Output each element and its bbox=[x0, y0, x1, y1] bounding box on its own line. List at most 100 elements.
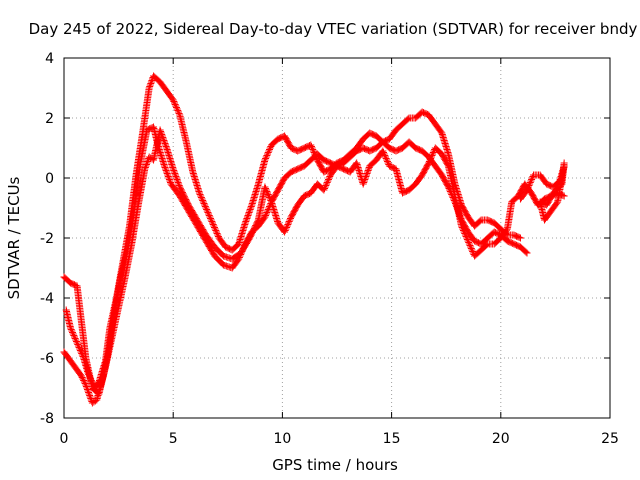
data-point bbox=[383, 156, 391, 164]
data-point bbox=[81, 380, 89, 387]
data-point bbox=[463, 236, 471, 243]
data-point bbox=[384, 159, 392, 167]
data-point bbox=[157, 128, 165, 135]
data-point bbox=[86, 393, 94, 401]
data-point bbox=[164, 171, 172, 179]
data-point bbox=[427, 155, 435, 162]
data-point bbox=[172, 104, 180, 111]
data-point bbox=[171, 170, 179, 177]
data-point bbox=[264, 207, 272, 215]
data-point bbox=[212, 228, 220, 236]
data-point bbox=[247, 203, 255, 210]
data-point bbox=[459, 227, 467, 234]
x-tick-label: 10 bbox=[273, 431, 291, 447]
data-point bbox=[85, 389, 93, 396]
data-point bbox=[425, 158, 433, 165]
data-points bbox=[60, 72, 568, 407]
data-point bbox=[206, 213, 214, 221]
data-point bbox=[464, 237, 472, 245]
data-point bbox=[244, 212, 252, 219]
data-point bbox=[426, 156, 434, 164]
data-point bbox=[528, 174, 536, 182]
data-point bbox=[70, 332, 78, 339]
data-point bbox=[174, 177, 182, 185]
data-point bbox=[359, 180, 367, 188]
data-point bbox=[262, 185, 270, 192]
data-point bbox=[158, 132, 166, 140]
y-axis-label: SDTVAR / TECUs bbox=[5, 176, 23, 299]
data-point bbox=[461, 230, 469, 237]
data-point bbox=[465, 240, 473, 248]
data-point bbox=[160, 138, 168, 146]
data-point bbox=[175, 180, 183, 188]
series-track-d bbox=[516, 159, 568, 224]
y-tick-label: -6 bbox=[40, 351, 54, 367]
data-point bbox=[144, 158, 152, 165]
data-point bbox=[522, 248, 530, 256]
data-point bbox=[284, 221, 292, 228]
data-point bbox=[286, 216, 294, 224]
data-point bbox=[71, 335, 79, 342]
data-point bbox=[360, 179, 368, 186]
data-point bbox=[365, 165, 373, 173]
data-point bbox=[245, 209, 253, 216]
data-point bbox=[283, 224, 291, 231]
data-point bbox=[163, 168, 171, 176]
data-point bbox=[162, 141, 170, 149]
data-point bbox=[199, 197, 207, 204]
data-point bbox=[160, 137, 168, 144]
data-point bbox=[141, 164, 149, 171]
data-point bbox=[79, 375, 87, 383]
data-point bbox=[323, 179, 331, 186]
data-point bbox=[175, 182, 183, 189]
data-point bbox=[165, 176, 173, 183]
data-point bbox=[207, 216, 215, 224]
data-point bbox=[161, 164, 169, 171]
data-point bbox=[364, 167, 372, 174]
data-point bbox=[241, 219, 249, 227]
data-point bbox=[265, 192, 273, 200]
data-point bbox=[360, 177, 368, 185]
y-tick-label: 2 bbox=[45, 111, 54, 127]
data-point bbox=[197, 194, 205, 201]
data-point bbox=[247, 204, 255, 212]
data-point bbox=[142, 161, 150, 168]
data-point bbox=[325, 174, 333, 182]
data-point bbox=[169, 96, 177, 104]
data-point bbox=[267, 197, 275, 204]
data-point bbox=[282, 225, 290, 233]
data-point bbox=[523, 186, 531, 194]
data-point bbox=[516, 234, 524, 242]
data-point bbox=[146, 83, 154, 90]
data-point bbox=[264, 191, 272, 198]
data-point bbox=[461, 231, 469, 239]
data-point bbox=[309, 146, 317, 153]
data-point bbox=[321, 185, 329, 192]
x-axis-ticks: 0 5 10 15 20 25 bbox=[60, 58, 619, 447]
data-point bbox=[263, 188, 271, 195]
data-point bbox=[266, 194, 274, 201]
data-point bbox=[85, 390, 93, 398]
data-point bbox=[69, 330, 77, 338]
data-point bbox=[199, 198, 207, 206]
data-point bbox=[285, 218, 293, 225]
data-point bbox=[283, 222, 291, 230]
data-point bbox=[76, 345, 84, 353]
data-point bbox=[203, 207, 211, 215]
data-point bbox=[262, 186, 270, 194]
data-point bbox=[75, 344, 83, 351]
data-point bbox=[246, 207, 254, 215]
data-point bbox=[205, 210, 213, 218]
data-point bbox=[264, 150, 272, 158]
data-point bbox=[429, 149, 437, 156]
data-point bbox=[266, 146, 274, 153]
grid bbox=[64, 58, 610, 418]
data-point bbox=[444, 161, 452, 169]
data-point bbox=[80, 378, 88, 386]
data-point bbox=[162, 165, 170, 173]
data-point bbox=[169, 165, 177, 173]
data-point bbox=[281, 227, 289, 234]
data-point bbox=[80, 377, 88, 384]
data-point bbox=[77, 372, 85, 380]
data-point bbox=[526, 180, 534, 188]
